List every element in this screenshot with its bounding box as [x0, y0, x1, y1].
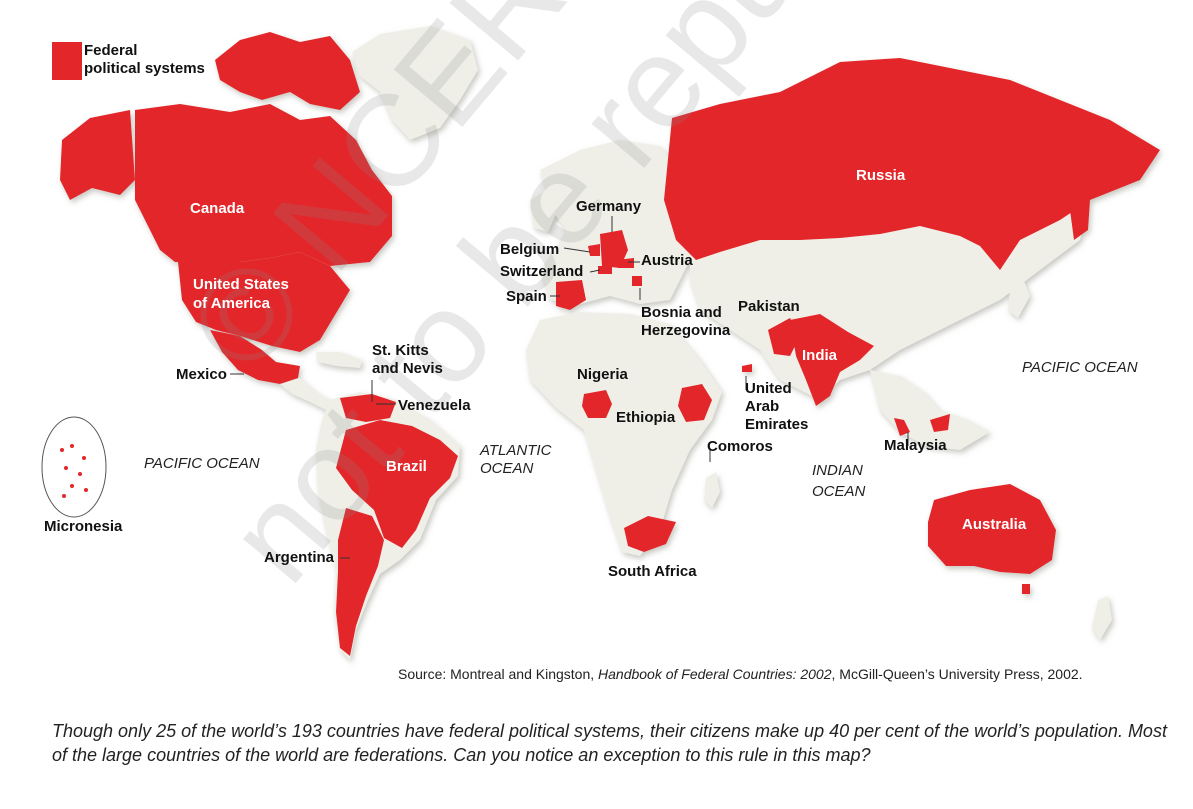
bosnia-land — [632, 276, 642, 286]
spain-land — [556, 280, 586, 310]
new-zealand-land — [1092, 596, 1112, 640]
india-land — [790, 314, 874, 406]
brazil-land — [336, 420, 458, 548]
label-indian-ocean-line1: INDIAN — [812, 462, 863, 479]
caribbean-land — [316, 352, 362, 368]
usa-land — [178, 252, 350, 352]
legend-swatch — [52, 42, 82, 80]
label-pacific-ocean-east: PACIFIC OCEAN — [1022, 359, 1138, 376]
madagascar-land — [704, 472, 720, 508]
label-austria: Austria — [641, 252, 693, 269]
alaska-land — [60, 110, 135, 200]
label-south-africa: South Africa — [608, 563, 697, 580]
belgium-land — [588, 244, 600, 256]
label-micronesia: Micronesia — [44, 518, 123, 535]
label-brazil: Brazil — [386, 458, 427, 475]
label-switzerland: Switzerland — [500, 263, 584, 280]
australia-land — [928, 484, 1056, 574]
label-india: India — [802, 347, 838, 364]
kamchatka-land — [1070, 200, 1090, 240]
malaysia-land — [894, 414, 950, 436]
ethiopia-land — [678, 384, 712, 422]
label-usa-line2: of America — [193, 295, 270, 312]
russia-land — [664, 58, 1160, 270]
switzerland-land — [598, 266, 612, 274]
label-indian-ocean-line2: OCEAN — [812, 483, 866, 500]
micronesia-inset-ring — [41, 416, 107, 518]
label-usa-line1: United States — [193, 276, 289, 293]
label-atlantic-ocean-line2: OCEAN — [480, 460, 534, 477]
venezuela-land — [340, 394, 396, 422]
uk-land — [530, 190, 556, 232]
label-russia: Russia — [856, 167, 906, 184]
austria-land — [616, 258, 634, 268]
label-australia: Australia — [962, 516, 1027, 533]
label-uae-line3: Emirates — [745, 416, 809, 433]
uae-land — [742, 364, 752, 372]
nigeria-land — [582, 390, 612, 418]
label-ethiopia: Ethiopia — [616, 409, 676, 426]
europe-land — [540, 140, 690, 304]
label-comoros: Comoros — [707, 438, 773, 455]
africa-land — [526, 312, 722, 556]
label-malaysia: Malaysia — [884, 437, 947, 454]
world-map: © NCERT not to be republished — [41, 0, 1160, 660]
label-nigeria: Nigeria — [577, 366, 628, 383]
source-citation: Source: Montreal and Kingston, Handbook … — [398, 666, 1083, 682]
label-pacific-ocean-west: PACIFIC OCEAN — [144, 455, 260, 472]
canada-arctic-islands — [215, 32, 360, 110]
label-atlantic-ocean-line1: ATLANTIC — [480, 442, 552, 459]
mexico-land — [210, 330, 300, 384]
source-title: Handbook of Federal Countries: 2002 — [598, 666, 832, 682]
source-prefix: Source: Montreal and Kingston, — [398, 666, 599, 682]
label-bosnia-line1: Bosnia and — [641, 304, 722, 321]
map-caption: Though only 25 of the world’s 193 countr… — [52, 721, 1167, 765]
argentina-land — [336, 508, 384, 656]
canada-land — [135, 104, 392, 266]
germany-land — [600, 230, 628, 268]
label-st-kitts-line1: St. Kitts — [372, 342, 429, 359]
central-america-land — [280, 378, 330, 410]
label-canada: Canada — [190, 200, 245, 217]
label-st-kitts-line2: and Nevis — [372, 360, 443, 377]
label-pakistan: Pakistan — [738, 298, 800, 315]
label-germany: Germany — [576, 198, 642, 215]
label-bosnia-line2: Herzegovina — [641, 322, 731, 339]
label-uae-line2: Arab — [745, 398, 780, 415]
label-mexico: Mexico — [176, 366, 227, 383]
legend-label-line2: political systems — [84, 60, 205, 77]
legend-label-line1: Federal — [84, 42, 138, 59]
greenland-land — [352, 26, 478, 140]
label-belgium: Belgium — [500, 241, 560, 258]
legend-label: Federal political systems — [84, 42, 205, 78]
source-suffix: , McGill-Queen’s University Press, 2002. — [831, 666, 1083, 682]
label-venezuela: Venezuela — [398, 397, 471, 414]
label-argentina: Argentina — [264, 549, 335, 566]
label-uae-line1: United — [745, 380, 792, 397]
label-spain: Spain — [506, 288, 547, 305]
japan-land — [1008, 276, 1030, 318]
tasmania-land — [1022, 584, 1030, 594]
south-africa-land — [624, 516, 676, 552]
